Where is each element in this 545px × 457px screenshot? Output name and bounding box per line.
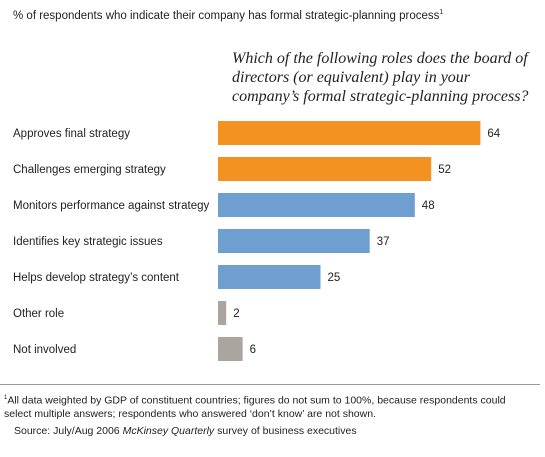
bar: [218, 193, 415, 217]
category-label: Helps develop strategy’s content: [13, 272, 180, 284]
subtitle-footnote-mark: 1: [439, 9, 444, 16]
footnote-mark: 1: [4, 395, 8, 401]
value-label: 48: [422, 200, 435, 212]
bar: [218, 265, 321, 289]
category-label: Challenges emerging strategy: [13, 164, 166, 176]
category-label: Approves final strategy: [13, 128, 130, 140]
bar: [218, 337, 243, 361]
value-label: 52: [438, 164, 451, 176]
value-label: 6: [250, 344, 256, 356]
value-label: 25: [328, 272, 341, 284]
bar: [218, 301, 227, 325]
source-publication: McKinsey Quarterly: [122, 425, 215, 437]
value-label: 37: [377, 236, 390, 248]
footnote: 1All data weighted by GDP of constituent…: [4, 392, 524, 421]
value-label: 64: [487, 128, 500, 140]
footnote-text: All data weighted by GDP of constituent …: [4, 394, 506, 420]
category-label: Identifies key strategic issues: [13, 236, 163, 248]
chart-subtitle-text: % of respondents who indicate their comp…: [13, 9, 440, 22]
bar: [218, 157, 432, 181]
category-label: Not involved: [13, 344, 76, 356]
value-label: 2: [233, 308, 239, 320]
source-prefix: Source: July/Aug 2006: [14, 425, 123, 437]
survey-question: Which of the following roles does the bo…: [232, 50, 529, 105]
bar-chart: Approves final strategy 64 Challenges emer…: [13, 121, 501, 361]
source-suffix: survey of business executives: [214, 425, 357, 437]
category-label: Monitors performance against strategy: [13, 200, 209, 212]
category-label: Other role: [13, 308, 64, 320]
bar: [218, 121, 481, 145]
footnote-divider: [0, 384, 540, 385]
chart-subtitle: % of respondents who indicate their comp…: [13, 9, 443, 22]
source-line: Source: July/Aug 2006 McKinsey Quarterly…: [14, 425, 357, 437]
bar: [218, 229, 370, 253]
